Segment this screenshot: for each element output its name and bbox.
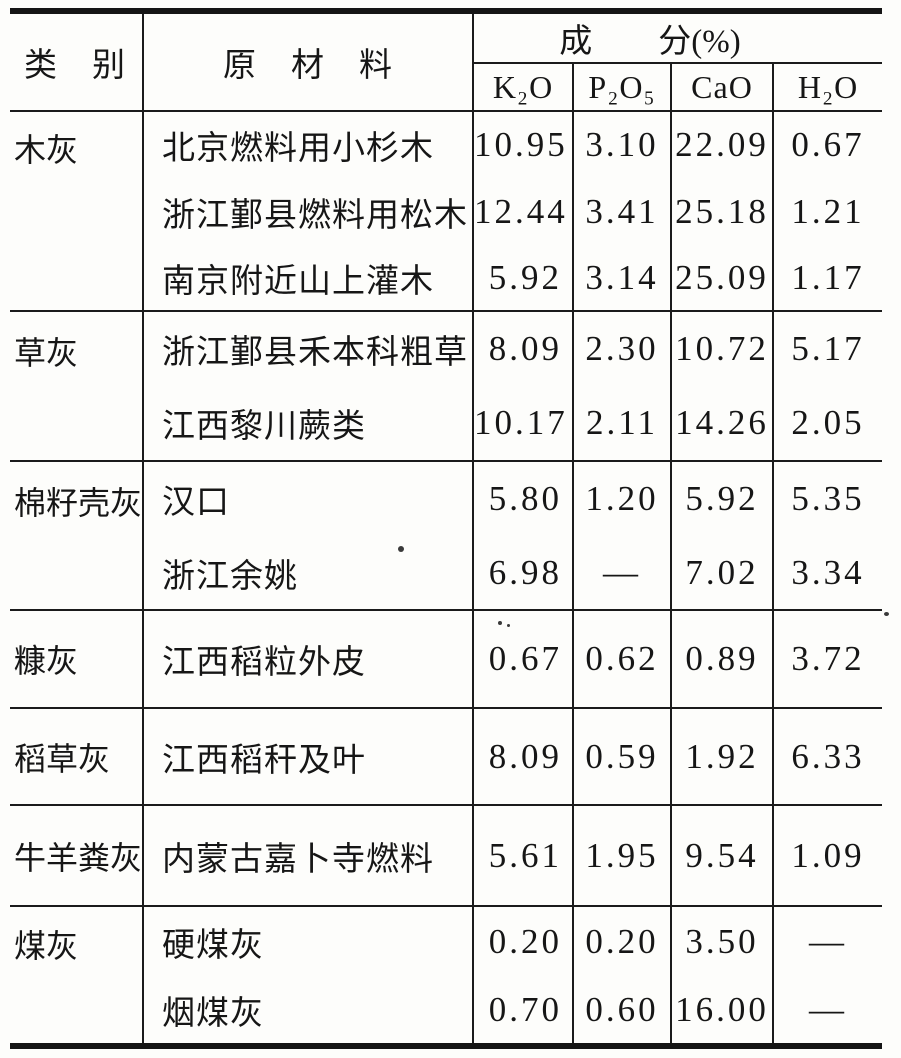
value-k2o: 0.70 <box>473 976 574 1046</box>
material-cell: 江西黎川蕨类 <box>143 386 474 461</box>
ash-composition-table: 类 别 原 材 料 成 分(%) K₂O P₂O₅ CaO H₂O 木灰 北京燃… <box>10 8 883 1049</box>
header-composition-percent: 成 分(%) <box>473 11 883 64</box>
material-cell: 浙江鄞县禾本科粗草 <box>143 310 474 386</box>
category-cell-rice-straw-ash: 稻草灰 <box>10 707 144 805</box>
value-k2o: 5.80 <box>473 460 574 536</box>
value-cao: 14.26 <box>671 386 774 461</box>
value-p2o5: 0.20 <box>573 905 672 976</box>
material-cell: 硬煤灰 <box>143 905 474 976</box>
header-p2o5: P₂O₅ <box>573 63 672 112</box>
category-cell-grass-ash: 草灰 <box>10 310 144 461</box>
scan-speck <box>498 621 502 625</box>
table-row: 煤灰 硬煤灰 0.20 0.20 3.50 — <box>10 905 883 1046</box>
value-p2o5: 2.30 <box>573 310 672 386</box>
scan-speck <box>507 624 510 627</box>
material-cell: 烟煤灰 <box>143 976 474 1046</box>
table-row: 南京附近山上灌木 5.92 3.14 25.09 1.17 <box>10 245 882 311</box>
value-h2o: — <box>809 989 848 1029</box>
table-row: 烟煤灰 0.70 0.60 16.00 — <box>10 976 882 1046</box>
value-h2o: 2.05 <box>791 403 865 442</box>
header-k2o: K₂O <box>473 63 574 112</box>
table-row: 稻草灰 江西稻秆及叶 8.09 0.59 1.92 6.33 <box>10 707 883 805</box>
value-k2o: 12.44 <box>473 178 574 245</box>
category-cell-wood-ash: 木灰 <box>10 110 144 311</box>
material-cell: 浙江余姚 <box>143 536 474 610</box>
value-k2o: 10.17 <box>473 386 574 461</box>
value-cao: 22.09 <box>671 110 774 178</box>
value-h2o: 3.72 <box>773 609 883 708</box>
value-p2o5: 3.14 <box>573 245 672 311</box>
value-p2o5: 0.59 <box>573 707 672 805</box>
value-k2o: 5.61 <box>473 804 574 906</box>
value-cao: 10.72 <box>671 310 774 386</box>
value-h2o: — <box>773 905 883 976</box>
value-k2o: 0.20 <box>473 905 574 976</box>
category-cell-dung-ash: 牛羊粪灰 <box>10 804 144 906</box>
value-p2o5: 1.95 <box>573 804 672 906</box>
value-h2o: 1.21 <box>791 191 865 231</box>
scan-speck <box>884 612 889 616</box>
header-row-top: 类 别 原 材 料 成 分(%) <box>10 11 883 112</box>
value-h2o: 3.34 <box>791 552 865 592</box>
value-cao: 3.50 <box>671 905 774 976</box>
material-cell: 江西稻秆及叶 <box>143 707 474 805</box>
value-p2o5: 3.41 <box>573 178 672 245</box>
value-k2o: 0.67 <box>473 609 574 708</box>
header-category: 类 别 <box>10 11 144 112</box>
table-row: 棉籽壳灰 汉口 5.80 1.20 5.92 5.35 <box>10 460 883 610</box>
value-h2o: 6.33 <box>773 707 883 805</box>
table-row: 草灰 浙江鄞县禾本科粗草 8.09 2.30 10.72 5.17 <box>10 310 883 461</box>
value-cao: 5.92 <box>671 460 774 536</box>
table-row: 糠灰 江西稻粒外皮 0.67 0.62 0.89 3.72 <box>10 609 883 708</box>
value-cao: 9.54 <box>671 804 774 906</box>
value-p2o5: 2.11 <box>573 386 672 461</box>
value-h2o: 1.17 <box>791 257 865 297</box>
value-k2o: 6.98 <box>473 536 574 610</box>
header-h2o: H₂O <box>773 63 883 112</box>
table-row: 浙江鄞县燃料用松木 12.44 3.41 25.18 1.21 <box>10 178 882 245</box>
value-cao: 25.18 <box>671 178 774 245</box>
material-cell: 汉口 <box>143 460 474 536</box>
value-p2o5: 1.20 <box>573 460 672 536</box>
value-cao: 16.00 <box>671 976 774 1046</box>
value-h2o: 1.09 <box>773 804 883 906</box>
material-cell: 江西稻粒外皮 <box>143 609 474 708</box>
category-cell-coal-ash: 煤灰 <box>10 905 144 1046</box>
material-cell: 北京燃料用小杉木 <box>143 110 474 178</box>
value-k2o: 8.09 <box>473 707 574 805</box>
value-cao: 25.09 <box>671 245 774 311</box>
value-cao: 1.92 <box>671 707 774 805</box>
category-cell-cottonseed-hull-ash: 棉籽壳灰 <box>10 460 144 610</box>
table-row: 牛羊粪灰 内蒙古嘉卜寺燃料 5.61 1.95 9.54 1.09 <box>10 804 883 906</box>
material-cell: 南京附近山上灌木 <box>143 245 474 311</box>
category-cell-chaff-ash: 糠灰 <box>10 609 144 708</box>
value-p2o5: 0.62 <box>573 609 672 708</box>
header-cao: CaO <box>671 63 774 112</box>
value-cao: 7.02 <box>671 536 774 610</box>
value-k2o: 5.92 <box>473 245 574 311</box>
table-row: 浙江余姚 6.98 — 7.02 3.34 <box>10 536 882 610</box>
value-p2o5: 0.60 <box>573 976 672 1046</box>
value-p2o5: 3.10 <box>573 110 672 178</box>
table-row: 江西黎川蕨类 10.17 2.11 14.26 2.05 <box>10 386 882 461</box>
value-k2o: 10.95 <box>473 110 574 178</box>
value-p2o5: — <box>573 536 672 610</box>
scan-speck <box>398 546 404 552</box>
value-k2o: 8.09 <box>473 310 574 386</box>
value-h2o: 5.35 <box>773 460 883 536</box>
value-h2o: 5.17 <box>773 310 883 386</box>
material-cell: 内蒙古嘉卜寺燃料 <box>143 804 474 906</box>
table-row: 木灰 北京燃料用小杉木 10.95 3.10 22.09 0.67 <box>10 110 883 311</box>
material-cell: 浙江鄞县燃料用松木 <box>143 178 474 245</box>
header-material: 原 材 料 <box>143 11 474 112</box>
value-h2o: 0.67 <box>773 110 883 178</box>
value-cao: 0.89 <box>671 609 774 708</box>
header-row-components: K₂O P₂O₅ CaO H₂O <box>10 63 883 112</box>
